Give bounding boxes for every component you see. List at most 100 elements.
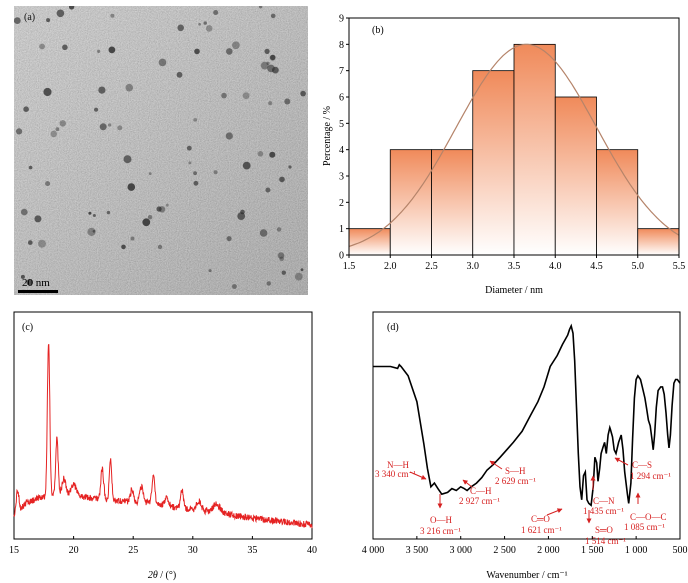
- nanoparticle: [165, 203, 169, 207]
- ftir-x-tick-1500: 1 500: [581, 545, 604, 556]
- xrd-x-tick-20: 20: [69, 545, 79, 556]
- histogram-bar-5: [513, 43, 556, 256]
- nanoparticle: [110, 13, 115, 18]
- nanoparticle: [270, 13, 276, 19]
- histogram-bar-8: [637, 228, 680, 256]
- ftir-annotation-8: C—O—C1 085 cm⁻¹: [624, 492, 667, 532]
- nanoparticle: [130, 236, 135, 241]
- nanoparticle: [97, 49, 101, 54]
- histogram-y-tick-7: 7: [339, 66, 344, 77]
- ftir-annotation-6: S═O1 514 cm⁻¹: [585, 510, 626, 546]
- nanoparticle: [213, 170, 218, 175]
- nanoparticle: [87, 227, 96, 236]
- nanoparticle: [277, 252, 285, 259]
- nanoparticle: [205, 25, 213, 32]
- nanoparticle: [127, 183, 136, 191]
- nanoparticle: [268, 101, 273, 106]
- nanoparticle: [294, 272, 303, 281]
- histogram-bar-2: [389, 149, 432, 256]
- nanoparticle: [62, 44, 68, 51]
- nanoparticle: [28, 240, 33, 245]
- nanoparticle: [288, 165, 292, 169]
- nanoparticle: [242, 92, 250, 100]
- nanoparticle: [16, 128, 23, 135]
- nanoparticle: [266, 61, 270, 65]
- ftir-x-tick-1000: 1 000: [625, 545, 648, 556]
- histogram-bar-1: [348, 228, 391, 256]
- nanoparticle: [125, 83, 134, 92]
- nanoparticle: [279, 176, 285, 183]
- nanoparticle: [221, 92, 227, 99]
- ftir-annotation-arrow: [614, 457, 629, 466]
- nanoparticle: [276, 227, 282, 232]
- histogram-y-tick-5: 5: [339, 119, 344, 130]
- nanoparticle: [281, 270, 286, 275]
- nanoparticle: [98, 86, 106, 94]
- nanoparticle: [38, 239, 46, 248]
- ftir-annotation-bond: C—H: [470, 486, 492, 496]
- histogram-y-tick-0: 0: [339, 251, 344, 262]
- panel-label-d: (d): [387, 322, 399, 333]
- histogram-x-tick-2.5: 2.5: [425, 261, 438, 272]
- nanoparticle: [186, 145, 192, 151]
- nanoparticle: [21, 208, 28, 216]
- ftir-annotation-wavenumber: 3 216 cm⁻¹: [420, 526, 461, 536]
- nanoparticle: [269, 151, 276, 158]
- ftir-annotation-bond: S—H: [505, 466, 526, 476]
- ftir-frame: [372, 311, 681, 540]
- nanoparticle: [106, 210, 111, 215]
- ftir-annotation-7: C—N1 435 cm⁻¹: [583, 475, 624, 516]
- nanoparticle: [198, 23, 201, 26]
- nanoparticle: [270, 54, 276, 61]
- nanoparticle: [50, 130, 58, 138]
- histogram-bar-6: [554, 96, 597, 256]
- gaussian-fit-curve: [348, 43, 680, 247]
- nanoparticle: [265, 187, 271, 193]
- nanoparticle: [188, 161, 192, 165]
- nanoparticle: [226, 48, 233, 55]
- ftir-annotation-bond: C═O: [531, 514, 550, 524]
- histogram-bar-3: [431, 149, 474, 256]
- nanoparticle: [39, 43, 45, 50]
- histogram-x-axis-label: Diameter / nm: [485, 285, 543, 296]
- ftir-x-tick-3000: 3 000: [449, 545, 472, 556]
- nanoparticle: [28, 165, 33, 170]
- histogram-y-tick-1: 1: [339, 224, 344, 235]
- nanoparticle: [232, 284, 237, 289]
- xrd-curve: [13, 344, 313, 529]
- nanoparticle: [148, 172, 152, 176]
- ftir-annotation-arrow: [546, 508, 563, 516]
- ftir-annotation-bond: C—S: [632, 460, 652, 470]
- histogram-x-tick-3.0: 3.0: [467, 261, 480, 272]
- nanoparticle: [157, 244, 163, 250]
- nanoparticle: [258, 6, 263, 9]
- nanoparticle: [232, 41, 240, 50]
- ftir-annotation-wavenumber: 2 629 cm⁻¹: [495, 476, 536, 486]
- xrd-x-tick-15: 15: [9, 545, 19, 556]
- nanoparticle: [194, 48, 200, 55]
- scale-bar-label: 20 nm: [22, 277, 50, 289]
- nanoparticle: [213, 10, 219, 15]
- nanoparticle: [242, 161, 251, 170]
- nanoparticle: [108, 123, 112, 127]
- ftir-annotation-arrow: [489, 460, 503, 470]
- nanoparticle: [34, 215, 42, 223]
- nanoparticle: [226, 236, 232, 242]
- nanoparticle: [23, 106, 29, 112]
- ftir-annotation-wavenumber: 1 514 cm⁻¹: [585, 536, 626, 546]
- nanoparticle: [158, 58, 167, 67]
- nanoparticle: [46, 18, 51, 23]
- xrd-x-axis-unit: / (°): [158, 570, 176, 581]
- ftir-annotation-wavenumber: 1 085 cm⁻¹: [624, 522, 665, 532]
- histogram-y-tick-9: 9: [339, 14, 344, 25]
- nanoparticle: [43, 87, 52, 97]
- nanoparticle: [14, 17, 21, 24]
- ftir-annotation-5: C═O1 621 cm⁻¹: [521, 508, 563, 535]
- nanoparticle: [260, 61, 269, 70]
- xrd-x-tick-40: 40: [307, 545, 317, 556]
- histogram-y-tick-4: 4: [339, 145, 344, 156]
- ftir-x-tick-2000: 2 000: [537, 545, 560, 556]
- ftir-annotation-wavenumber: 2 927 cm⁻¹: [459, 496, 500, 506]
- histogram-y-tick-2: 2: [339, 198, 344, 209]
- scale-bar: [18, 290, 58, 293]
